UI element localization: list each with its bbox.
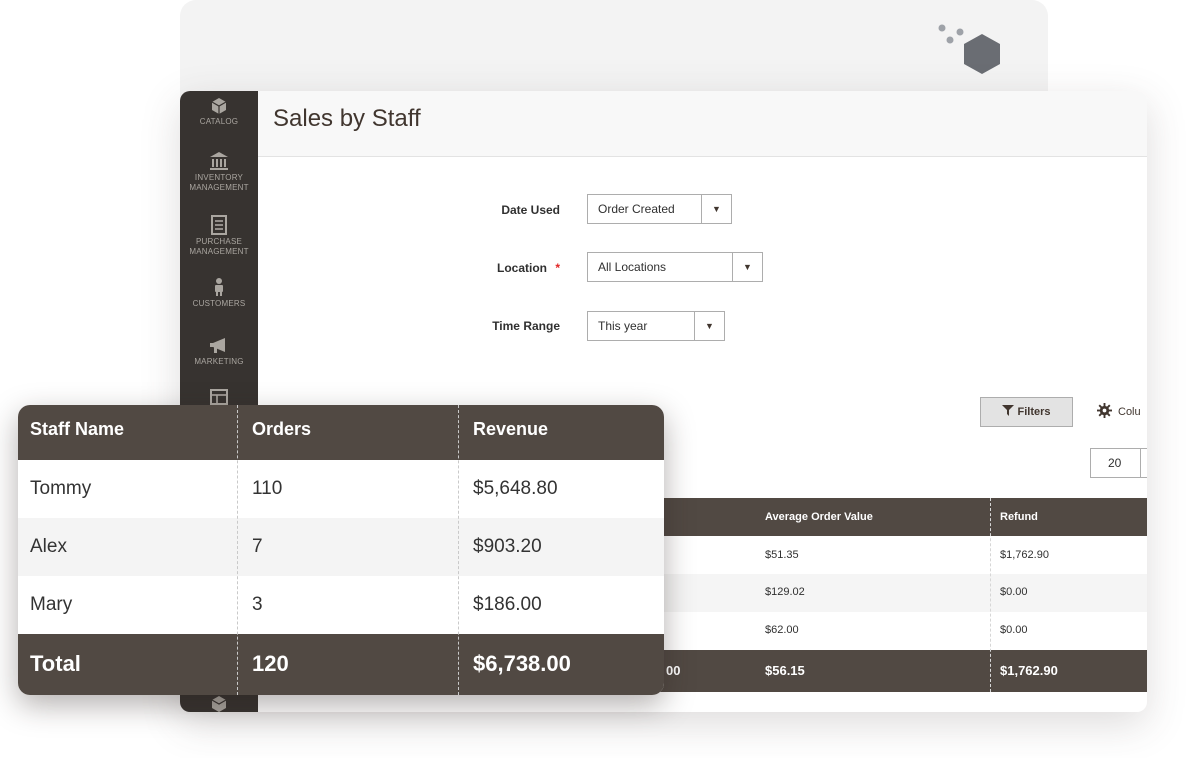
sidebar-item-purchase-management[interactable]: PURCHASE MANAGEMENT [180,215,258,257]
location-select[interactable]: All Locations ▼ [587,252,763,282]
total-revenue: $6,738.00 [473,651,571,676]
grid-total-cell: $1,762.90 [1000,663,1058,678]
grid-total-cell: 00 [666,663,681,678]
table-row [18,460,664,518]
sidebar-item-content[interactable] [180,389,258,407]
column-header-revenue[interactable]: Revenue [473,419,549,439]
sidebar-item-label: MARKETING [194,357,244,366]
totals-row [18,634,664,695]
location-value: All Locations [598,260,667,274]
total-label: Total [30,651,81,676]
sidebar-item-label: MANAGEMENT [189,183,249,192]
bank-icon [210,152,228,170]
required-mark: * [555,261,560,275]
sidebar-item-marketing[interactable]: MARKETING [180,337,258,367]
gear-icon [1097,403,1112,418]
chevron-down-icon: ▼ [694,312,724,340]
grid-cell: $0.00 [1000,586,1028,598]
time-range-value: This year [598,319,648,333]
column-divider [458,405,459,695]
date-used-select[interactable]: Order Created ▼ [587,194,732,224]
time-range-label: Time Range [492,319,560,333]
table-row [580,612,1147,650]
chevron-down-icon: ▼ [701,195,731,223]
filters-label: Filters [1017,406,1051,418]
grid-total-cell: $56.15 [765,663,805,678]
grid-cell: $62.00 [765,624,799,636]
column-divider [237,405,238,695]
chevron-down-icon: ▼ [732,253,762,281]
column-header-staff-name[interactable]: Staff Name [30,419,125,439]
filters-button[interactable]: Filters [980,397,1073,427]
orders-cell: 110 [252,478,283,499]
layout-icon [210,389,228,405]
sidebar-item-label: PURCHASE [195,237,243,246]
document-icon [211,215,227,235]
total-orders: 120 [252,651,289,676]
sidebar-item-catalog[interactable]: CATALOG [180,97,258,127]
revenue-cell: $5,648.80 [473,478,558,499]
revenue-cell: $186.00 [473,594,542,615]
table-row [18,576,664,634]
grid-cell: $129.02 [765,586,805,598]
grid-column-header[interactable]: Average Order Value [765,511,873,523]
sidebar-item-inventory-management[interactable]: INVENTORY MANAGEMENT [180,151,258,193]
per-page-divider [1140,449,1141,477]
table-row [580,536,1147,574]
column-header-orders[interactable]: Orders [252,419,312,439]
staff-name-cell: Tommy [30,478,92,499]
grid-column-header[interactable]: Refund [1000,511,1038,523]
column-divider [990,498,991,692]
filter-icon [1002,405,1015,416]
orders-cell: 7 [252,536,263,557]
grid-totals-row [580,650,1147,692]
sidebar-item-label: MANAGEMENT [189,247,249,256]
staff-summary-table: Staff Name Orders Revenue Tommy 110 $5,6… [18,405,664,695]
grid-cell: $1,762.90 [1000,549,1049,561]
sidebar-item-label: CUSTOMERS [192,299,246,308]
box-icon [211,98,227,114]
revenue-cell: $903.20 [473,536,542,557]
sidebar-item-label: CATALOG [199,117,239,126]
grid-cell: $51.35 [765,549,799,561]
date-used-value: Order Created [598,202,675,216]
sidebar-item-customers[interactable]: CUSTOMERS [180,277,258,309]
sidebar-item-more[interactable] [180,695,258,712]
grid-cell: $0.00 [1000,624,1028,636]
location-label-text: Location [496,261,547,275]
date-used-label: Date Used [501,203,560,217]
table-row [580,574,1147,612]
grid-header [580,498,1147,536]
per-page-select[interactable]: 20 [1090,448,1147,478]
sidebar-item-label: INVENTORY [194,173,244,182]
per-page-value: 20 [1108,456,1122,470]
megaphone-icon [210,338,225,353]
box-icon [211,696,227,712]
time-range-select[interactable]: This year ▼ [587,311,725,341]
page-title: Sales by Staff [273,105,421,132]
location-label: Location * [460,261,560,275]
person-icon [215,278,223,296]
columns-control[interactable]: Colu [1097,403,1141,418]
staff-name-cell: Mary [30,594,73,615]
staff-name-cell: Alex [30,536,67,557]
orders-cell: 3 [252,594,263,615]
table-header [18,405,664,460]
page-header: Sales by Staff [258,91,1147,157]
table-row [18,518,664,576]
brand-logo [938,24,1000,74]
columns-label: Colu [1118,406,1141,418]
